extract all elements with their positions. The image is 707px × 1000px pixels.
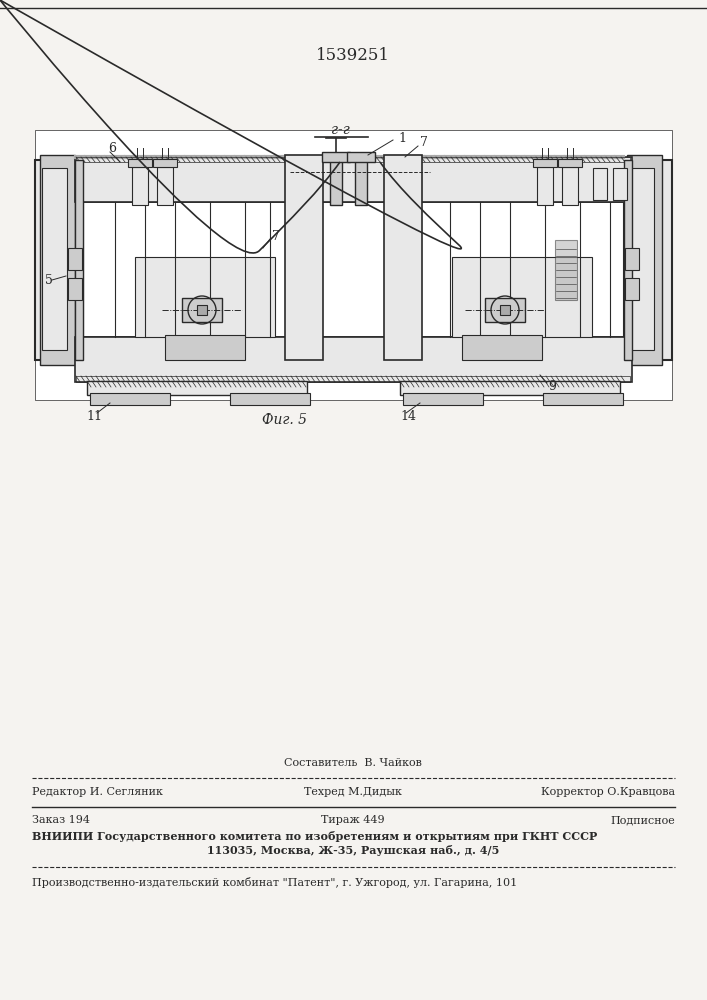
Bar xyxy=(625,278,639,300)
Text: 113035, Москва, Ж-35, Раушская наб., д. 4/5: 113035, Москва, Ж-35, Раушская наб., д. … xyxy=(207,846,499,856)
Text: Производственно-издательский комбинат "Патент", г. Ужгород, ул. Гагарина, 101: Производственно-издательский комбинат "П… xyxy=(32,876,518,888)
Text: 7: 7 xyxy=(272,230,280,242)
Bar xyxy=(485,298,525,322)
Bar xyxy=(42,168,67,350)
Text: 9: 9 xyxy=(548,379,556,392)
Text: г-г: г-г xyxy=(331,123,349,137)
Bar xyxy=(543,393,623,405)
Text: Составитель  В. Чайков: Составитель В. Чайков xyxy=(284,758,422,768)
Bar xyxy=(75,337,632,382)
Text: Тираж 449: Тираж 449 xyxy=(321,815,385,825)
Bar xyxy=(355,160,367,205)
Bar xyxy=(68,278,82,300)
Bar xyxy=(90,393,170,405)
Text: 7: 7 xyxy=(420,136,428,149)
Text: 6: 6 xyxy=(108,141,116,154)
Bar xyxy=(40,155,75,365)
Bar xyxy=(533,159,557,167)
Text: 1539251: 1539251 xyxy=(316,46,390,64)
Text: 14: 14 xyxy=(400,410,416,422)
Bar xyxy=(35,130,672,400)
Bar xyxy=(76,157,630,162)
Bar xyxy=(384,155,422,360)
Text: Редактор И. Сегляник: Редактор И. Сегляник xyxy=(32,787,163,797)
Bar xyxy=(165,335,245,360)
Text: Техред М.Дидык: Техред М.Дидык xyxy=(304,787,402,797)
Bar xyxy=(593,168,607,200)
Bar xyxy=(128,159,152,167)
Text: ВНИИПИ Государственного комитета по изобретениям и открытиям при ГКНТ СССР: ВНИИПИ Государственного комитета по изоб… xyxy=(32,830,597,842)
Bar xyxy=(403,393,483,405)
Bar xyxy=(627,155,662,365)
Text: 11: 11 xyxy=(86,410,102,422)
Bar xyxy=(624,160,632,360)
Bar xyxy=(613,168,627,200)
Bar xyxy=(347,152,375,162)
Bar xyxy=(330,160,342,205)
Bar xyxy=(157,167,173,205)
Text: Фиг. 5: Фиг. 5 xyxy=(262,413,308,427)
Bar xyxy=(197,305,207,315)
Bar xyxy=(322,152,350,162)
Text: 5: 5 xyxy=(45,273,53,286)
Bar xyxy=(153,159,177,167)
Bar xyxy=(75,157,632,202)
Bar xyxy=(182,298,222,322)
Bar xyxy=(558,159,582,167)
Bar xyxy=(285,155,323,360)
Bar xyxy=(400,381,620,395)
Bar xyxy=(462,335,542,360)
Bar xyxy=(75,160,83,360)
Text: Подписное: Подписное xyxy=(610,815,675,825)
Bar xyxy=(500,305,510,315)
Bar xyxy=(562,167,578,205)
Bar xyxy=(75,202,632,337)
Bar xyxy=(68,248,82,270)
Bar xyxy=(555,240,577,300)
Bar xyxy=(132,167,148,205)
Bar xyxy=(452,257,592,337)
Bar xyxy=(76,376,630,382)
Bar xyxy=(87,381,307,395)
Bar xyxy=(625,248,639,270)
Bar xyxy=(230,393,310,405)
Text: Корректор О.Кравцова: Корректор О.Кравцова xyxy=(541,787,675,797)
Bar xyxy=(624,160,672,360)
Bar xyxy=(135,257,275,337)
Bar xyxy=(629,168,654,350)
Text: Заказ 194: Заказ 194 xyxy=(32,815,90,825)
Bar xyxy=(537,167,553,205)
Bar xyxy=(35,160,83,360)
Text: 1: 1 xyxy=(398,131,406,144)
